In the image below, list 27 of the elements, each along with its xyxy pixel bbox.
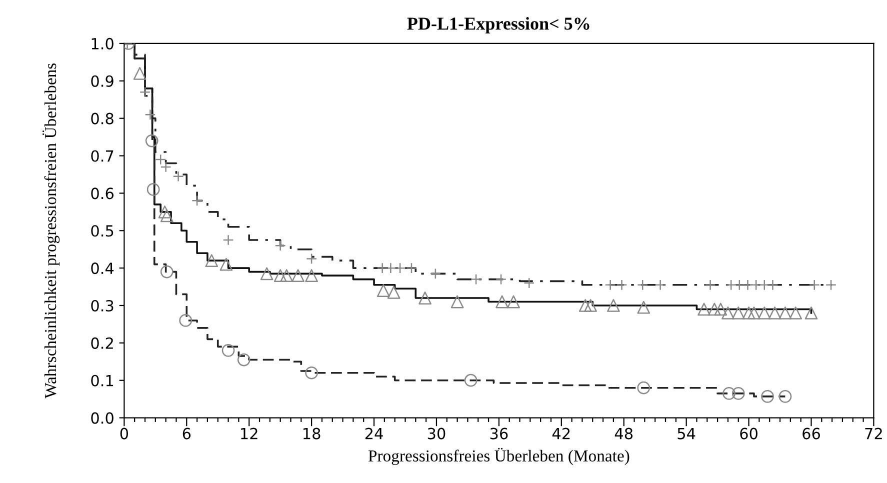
y-tick-label: 1.0 bbox=[92, 38, 114, 50]
y-tick-label: 0.6 bbox=[91, 188, 114, 200]
x-tick-label: 60 bbox=[740, 428, 758, 440]
x-tick-label: 6 bbox=[182, 428, 191, 440]
x-tick-label: 42 bbox=[552, 428, 570, 440]
x-tick-label: 66 bbox=[802, 428, 820, 440]
y-tick-label: 0.2 bbox=[91, 337, 113, 349]
y-tick-label: 0.0 bbox=[91, 412, 114, 424]
x-axis-title: Progressionsfreies Überleben (Monate) bbox=[368, 448, 630, 465]
y-tick-label: 0.7 bbox=[91, 150, 114, 162]
x-tick-label: 48 bbox=[614, 428, 633, 440]
y-tick-label: 0.3 bbox=[91, 300, 114, 312]
y-tick-label: 0.1 bbox=[91, 374, 114, 386]
y-tick-label: 0.5 bbox=[91, 225, 114, 237]
x-tick-label: 30 bbox=[428, 428, 446, 440]
x-tick-label: 12 bbox=[241, 428, 258, 440]
x-tick-label: 24 bbox=[365, 428, 383, 440]
chart-title: PD-L1-Expression< 5% bbox=[407, 17, 590, 34]
x-tick-label: 0 bbox=[120, 428, 128, 440]
x-tick-label: 36 bbox=[490, 428, 508, 440]
x-tick-label: 72 bbox=[865, 428, 882, 440]
x-tick-label: 18 bbox=[304, 428, 320, 440]
y-tick-label: 0.8 bbox=[91, 112, 114, 124]
y-axis-title: Wahrscheinlichkeit progressionsfreien Überlebens bbox=[42, 63, 60, 398]
y-tick-label: 0.9 bbox=[91, 75, 114, 87]
x-tick-label: 54 bbox=[678, 428, 696, 440]
y-tick-label: 0.4 bbox=[91, 262, 114, 274]
